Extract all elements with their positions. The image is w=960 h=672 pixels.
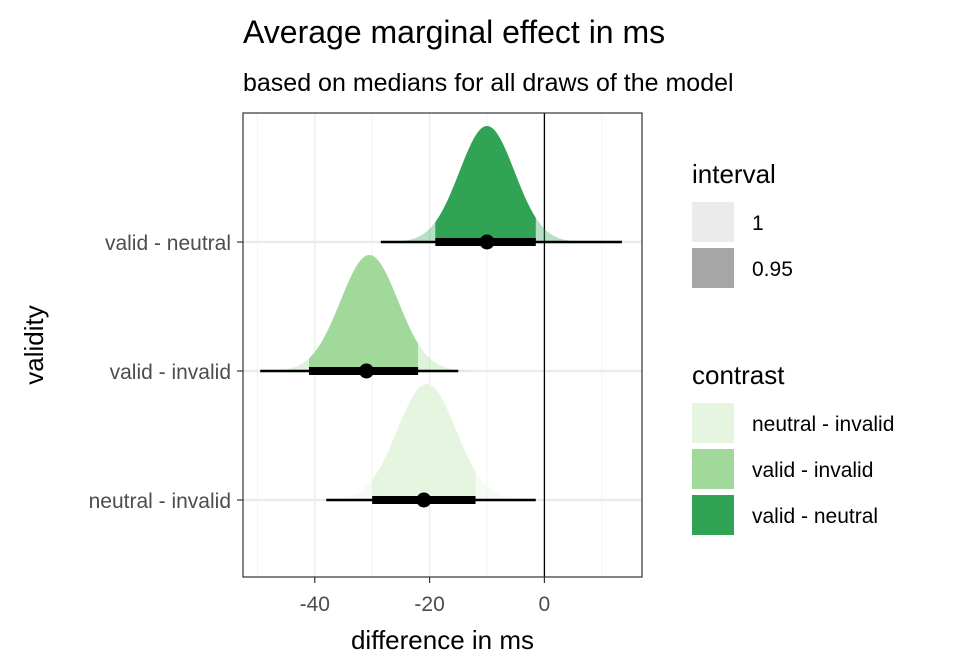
legend: interval 1 0.95 contrast neutral - invalid va…: [692, 159, 894, 535]
legend-key: [692, 248, 734, 288]
legend-key: [692, 495, 734, 535]
density-095-region: [309, 255, 419, 371]
plot-panel: [242, 112, 643, 578]
y-axis-title: validity: [19, 305, 49, 384]
legend-label: 0.95: [752, 258, 793, 281]
interval-layer: [260, 234, 622, 508]
median-point: [416, 492, 432, 508]
x-axis: -40 -20 0: [300, 577, 551, 616]
panel-border: [242, 112, 643, 578]
legend-title: interval: [692, 159, 776, 189]
chart-subtitle: based on medians for all draws of the mo…: [243, 69, 734, 97]
y-tick-label: neutral - invalid: [89, 490, 231, 513]
legend-title: contrast: [692, 360, 785, 390]
legend-label: valid - invalid: [752, 459, 873, 482]
legend-label: 1: [752, 212, 764, 235]
x-tick-label: -20: [414, 593, 444, 616]
y-axis: neutral - invalid valid - invalid valid - …: [89, 232, 243, 513]
legend-key: [692, 202, 734, 242]
density-095-region: [435, 126, 536, 242]
legend-label: neutral - invalid: [752, 413, 894, 436]
x-tick-label: 0: [539, 593, 551, 616]
x-tick-label: -40: [300, 593, 330, 616]
density-layer: [265, 126, 587, 500]
y-tick-label: valid - invalid: [110, 361, 231, 384]
chart-title: Average marginal effect in ms: [243, 14, 665, 50]
x-axis-title: difference in ms: [351, 625, 534, 655]
panel-background: [243, 113, 642, 577]
median-point: [479, 234, 495, 250]
median-point: [358, 363, 374, 379]
y-tick-label: valid - neutral: [105, 232, 231, 255]
legend-label: valid - neutral: [752, 505, 878, 528]
legend-key: [692, 403, 734, 443]
legend-key: [692, 449, 734, 489]
density-095-region: [372, 384, 476, 500]
